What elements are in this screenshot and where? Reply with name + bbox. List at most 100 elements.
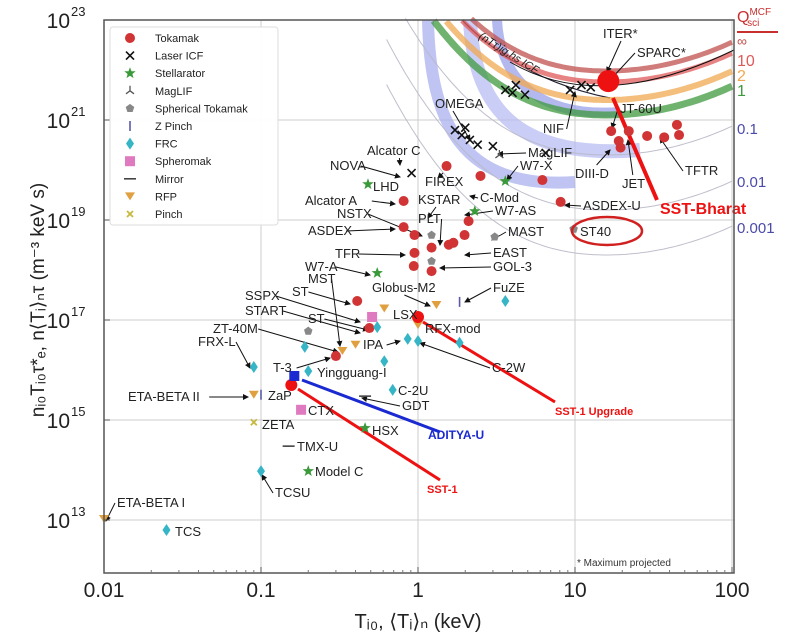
legend-label-frc: FRC (155, 139, 178, 151)
label-w7-a: W7-A (305, 259, 338, 274)
legend-marker-frc (126, 137, 134, 150)
label-tmx-u: TMX-U (297, 439, 338, 454)
laser-icf-point-stroke (465, 135, 475, 145)
label-mast: MAST (508, 224, 544, 239)
y-tick-label: 10 (47, 410, 70, 433)
label-model-c: Model C (315, 464, 363, 479)
q-contour-0 (469, 16, 734, 74)
legend-label-pinch: Pinch (155, 209, 183, 221)
spherical-tokamak-point (427, 256, 436, 265)
y-tick-label: 10 (47, 210, 70, 233)
annotation-arrow (331, 278, 343, 347)
q-label: 1 (737, 83, 746, 100)
label-c-2w: C-2W (492, 360, 526, 375)
legend-marker-spheromak (125, 156, 135, 167)
label-ipa: IPA (363, 337, 383, 352)
label-firex: FIREX (425, 174, 464, 189)
tokamak-point (623, 126, 634, 137)
label-maglif: MagLIF (528, 145, 572, 160)
legend-box (109, 26, 279, 226)
label-lhd: LHD (373, 179, 399, 194)
laser-icf-point (450, 125, 460, 135)
stellarator-point (371, 267, 383, 278)
annotation-arrow (659, 137, 684, 172)
q-label: 0.1 (737, 121, 758, 138)
annotation-arrow (404, 294, 431, 307)
legend-marker-maglif (125, 85, 135, 95)
laser-icf-point (465, 135, 475, 145)
annotation-arrow (596, 149, 611, 166)
legend-marker-pinch (126, 210, 134, 218)
annotation-arrow (361, 396, 401, 407)
data-points (99, 70, 685, 537)
frc-point (414, 335, 422, 348)
laser-icf-point-stroke (500, 85, 510, 95)
q-contours (386, 16, 735, 256)
rfp-point (248, 390, 259, 399)
label-frx-l: FRX-L (198, 334, 236, 349)
annotation-arrow (564, 202, 582, 209)
annotation-arrow (358, 251, 406, 258)
q-contour-6 (386, 84, 733, 256)
spherical-tokamak-point (427, 230, 436, 239)
q-label: 0.001 (737, 220, 775, 237)
legend-label-mirror: Mirror (155, 174, 184, 186)
label-asdex-u: ASDEX-U (583, 198, 641, 213)
annotation-arrow (437, 172, 444, 179)
x-tick-label: 0.01 (84, 579, 125, 602)
tokamak-point (674, 130, 685, 141)
label-yingguang-i: Yingguang-I (317, 365, 387, 380)
label-globus-m2: Globus-M2 (372, 280, 436, 295)
laser-icf-point (541, 148, 551, 158)
label-eta-beta-ii: ETA-BETA II (128, 389, 200, 404)
label-tcs: TCS (175, 524, 201, 539)
label-tftr: TFTR (685, 163, 718, 178)
label-iter-: ITER* (603, 26, 638, 41)
frc-point (455, 336, 464, 349)
label-zeta: ZETA (262, 417, 295, 432)
annotation-arrow (396, 157, 403, 166)
frc-point (388, 383, 397, 396)
aditya-u-label: ADITYA-U (428, 428, 484, 442)
tokamak-point (606, 126, 617, 137)
annotation-arrow (464, 251, 492, 258)
label-st: ST (292, 284, 309, 299)
laser-icf-point (576, 80, 587, 90)
annotation-arrows (105, 40, 684, 522)
label-diii-d: DIII-D (575, 166, 609, 181)
frc-point (162, 524, 171, 537)
annotation-arrow (282, 310, 361, 335)
maglif-point (495, 149, 504, 159)
label-sparc-: SPARC* (637, 45, 686, 60)
y-tick-label: 10 (47, 10, 70, 33)
legend-marker-laser-icf (125, 51, 135, 61)
laser-icf-point-stroke (488, 141, 498, 151)
laser-icf-point-stroke (457, 130, 467, 140)
spherical-tokamak-point (490, 232, 499, 241)
annotation-arrow (452, 110, 471, 141)
label-st: ST (308, 311, 325, 326)
label-start: START (245, 303, 286, 318)
tokamak-point (409, 230, 420, 241)
annotation-arrow (360, 165, 401, 179)
label-mst: MST (308, 271, 336, 286)
tokamak-point (642, 130, 653, 141)
frc-point (380, 355, 389, 368)
laser-icf-point (565, 85, 575, 95)
laser-icf-point-stroke (565, 85, 575, 95)
label-fuze: FuZE (493, 280, 525, 295)
laser-icf-point-stroke (576, 80, 587, 90)
label-hsx: HSX (372, 423, 399, 438)
laser-icf-point-stroke (586, 82, 596, 92)
tokamak-point (398, 222, 409, 233)
y-tick-exponent: 15 (71, 404, 85, 419)
sst-1-upgrade-point (412, 310, 424, 323)
label-plt: PLT (418, 211, 441, 226)
sst-bharat-label: SST-Bharat (660, 201, 747, 218)
tokamak-point (352, 295, 363, 306)
annotation-arrow (275, 295, 361, 324)
x-tick-label: 10 (563, 579, 586, 602)
annotation-labels: ITER*SPARC*OMEGANIFJT-60UMagLIFW7-XAlcat… (117, 26, 747, 539)
annotation-arrow (437, 218, 444, 246)
